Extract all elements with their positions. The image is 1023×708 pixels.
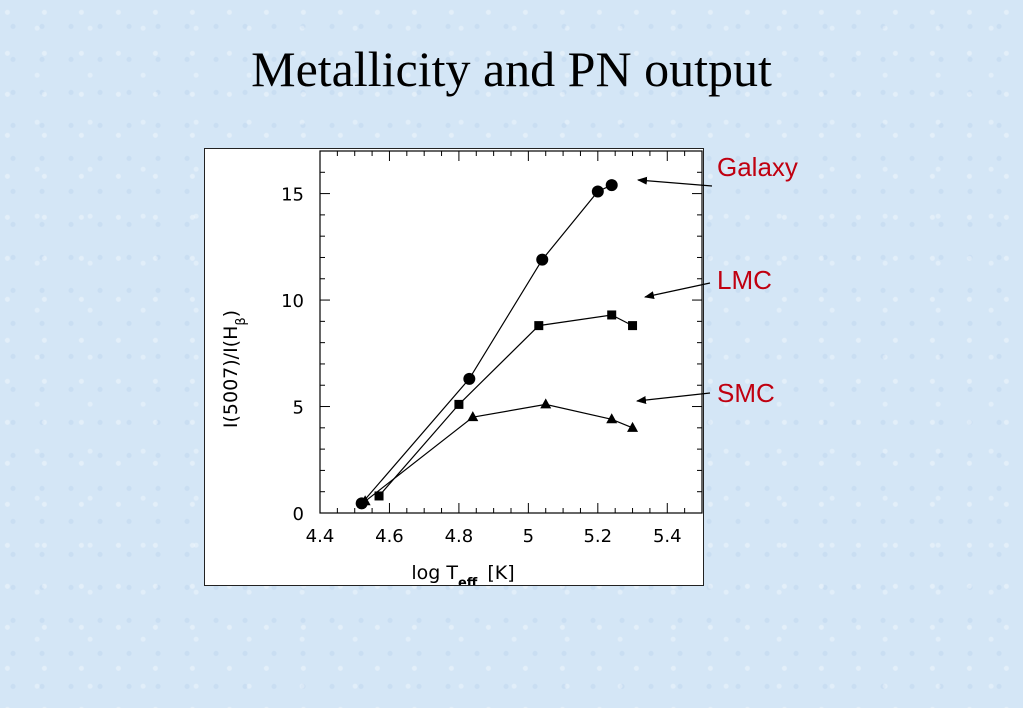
galaxy-point [591,185,604,198]
x-axis-label: log Teff [K] [411,562,514,585]
x-tick-label: 5.2 [583,526,612,547]
smc-point [627,421,639,432]
smc-point [540,398,552,409]
lmc-point [628,321,638,331]
slide-title: Metallicity and PN output [251,41,772,97]
lmc-arrow [644,282,711,300]
y-tick-label: 15 [281,185,304,206]
lmc-point [454,399,464,409]
smc-callout-label: SMC [717,378,775,408]
lmc-point [374,491,384,501]
galaxy-point [605,179,618,192]
smc-point [606,413,618,424]
y-tick-label: 10 [281,291,304,312]
galaxy-callout-label: Galaxy [717,152,798,182]
smc-arrow [636,392,711,404]
y-tick-label: 5 [293,398,304,419]
galaxy-arrow [637,176,713,187]
y-tick-label: 0 [293,504,304,525]
lmc-callout-label: LMC [717,265,772,295]
x-tick-label: 4.4 [306,526,335,547]
smc-point [467,411,479,422]
chart-figure: 4.4 4.6 4.8 5 5.2 5.4 0 5 10 15 I(5007)/I(Hβ) log… [204,148,704,586]
smc-point [359,495,371,506]
x-tick-label: 4.6 [375,526,404,547]
x-tick-label: 4.8 [445,526,474,547]
chart-svg: 4.4 4.6 4.8 5 5.2 5.4 0 5 10 15 I(5007)/I(Hβ) log… [220,150,703,585]
axes-layer: 4.4 4.6 4.8 5 5.2 5.4 0 5 10 15 [281,150,703,547]
galaxy-point [536,253,549,266]
x-tick-label: 5 [523,526,534,547]
galaxy-point [463,372,476,385]
lmc-point [534,321,544,331]
y-axis-label: I(5007)/I(Hβ) [220,310,249,428]
x-tick-label: 5.4 [653,526,682,547]
marker-layer [355,179,639,510]
lmc-point [607,310,617,320]
